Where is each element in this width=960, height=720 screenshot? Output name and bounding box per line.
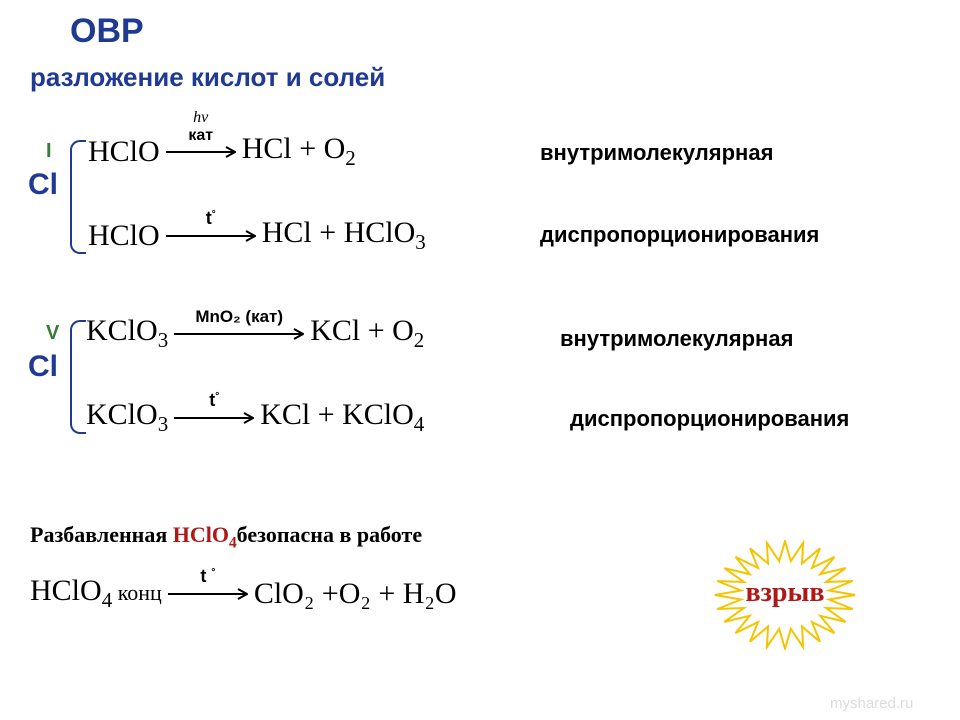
reaction-arrow: MnO₂ (кат) <box>174 327 304 341</box>
oxidation-state-1-el: Cl <box>28 168 58 202</box>
equation-g2-2: KClO3 t° KCl + KClO4 <box>86 398 424 437</box>
arrow-condition: MnO₂ (кат) <box>174 308 304 327</box>
reactant: KClO3 <box>86 398 168 437</box>
reaction-arrow: t° <box>166 229 256 243</box>
product: ClO₂ +O₂ + H₂O <box>254 577 457 611</box>
arrow-icon <box>174 411 254 425</box>
reaction-arrow: hν кат <box>166 145 236 159</box>
equation-final: HClO4 конц t ° ClO₂ +O₂ + H₂O <box>30 574 457 613</box>
equation-g2-1: KClO3 MnO₂ (кат) KCl + O2 <box>86 314 424 353</box>
reaction-arrow: t ° <box>168 587 248 601</box>
explosion-label: взрыв <box>690 577 880 609</box>
reaction-arrow: t° <box>174 411 254 425</box>
equation-g1-2: HClO t° HCl + HClO3 <box>88 216 426 255</box>
product: HCl + HClO3 <box>262 216 426 255</box>
reactant: KClO3 <box>86 314 168 353</box>
bracket-2 <box>70 320 86 434</box>
reaction-type-g2-1: внутримолекулярная <box>560 326 793 352</box>
arrow-condition-2: кат <box>188 127 213 144</box>
arrow-icon <box>166 145 236 159</box>
oxidation-state-1-sup: I <box>46 140 52 163</box>
arrow-icon <box>168 587 248 601</box>
product: KCl + KClO4 <box>260 398 424 437</box>
reaction-type-g1-1: внутримолекулярная <box>540 140 773 166</box>
reactant: HClO4 конц <box>30 574 162 613</box>
bracket-1 <box>70 140 86 254</box>
page-title: ОВР <box>70 12 144 51</box>
reactant: HClO <box>88 219 160 253</box>
reactant: HClO <box>88 135 160 169</box>
product: KCl + O2 <box>310 314 424 353</box>
arrow-condition: t <box>200 566 211 586</box>
reaction-type-g1-2: диспропорционирования <box>540 222 819 248</box>
arrow-icon <box>174 327 304 341</box>
product: HCl + O2 <box>242 132 356 171</box>
arrow-condition-1: hν <box>193 109 208 126</box>
oxidation-state-2-el: Cl <box>28 350 58 384</box>
page-subtitle: разложение кислот и солей <box>30 62 385 93</box>
watermark: myshared.ru <box>830 695 913 712</box>
safety-note: Разбавленная HClO4безопасна в работе <box>30 522 422 552</box>
equation-g1-1: HClO hν кат HCl + O2 <box>88 132 356 171</box>
reaction-type-g2-2: диспропорционирования <box>570 406 849 432</box>
oxidation-state-2-sup: V <box>46 322 59 345</box>
arrow-icon <box>166 229 256 243</box>
